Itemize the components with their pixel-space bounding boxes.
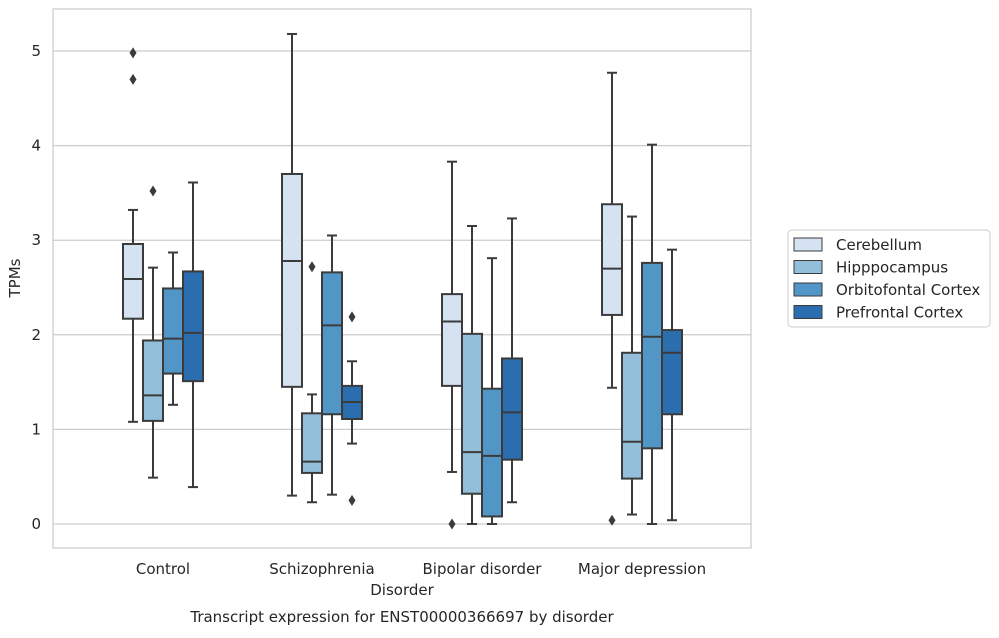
box-group: [281, 32, 303, 497]
y-tick-label: 3: [31, 231, 41, 249]
box-group: [321, 234, 343, 496]
box-iqr: [501, 357, 523, 461]
box-group: [621, 215, 643, 516]
y-tick-layer: 0 1 2 3 4 5: [31, 42, 41, 533]
y-tick-label: 1: [31, 420, 41, 438]
box-iqr: [441, 293, 463, 387]
box-iqr: [661, 329, 683, 416]
legend-swatch: [793, 282, 823, 297]
x-axis-label: Disorder: [370, 581, 434, 599]
outlier-point: [348, 311, 356, 323]
box-group: [301, 261, 323, 504]
legend-swatch: [793, 237, 823, 252]
box-iqr: [182, 270, 204, 383]
legend-swatch: [793, 305, 823, 319]
figure-caption: Transcript expression for ENST0000036669…: [189, 608, 614, 626]
outlier-point: [129, 47, 137, 59]
box-iqr: [601, 203, 623, 316]
y-axis-label: TPMs: [6, 258, 24, 298]
outlier-point: [608, 514, 616, 526]
box-layer: [122, 32, 683, 530]
x-tick-label: Bipolar disorder: [423, 560, 543, 578]
box-group: [142, 185, 164, 479]
box-iqr: [122, 242, 144, 320]
box-group: [182, 181, 204, 489]
box-iqr: [301, 412, 323, 474]
box-iqr: [162, 287, 184, 375]
box-iqr: [481, 387, 503, 518]
box-iqr: [281, 172, 303, 388]
outlier-point: [129, 73, 137, 85]
legend-swatch: [793, 260, 823, 274]
x-tick-label: Schizophrenia: [269, 560, 374, 578]
y-tick-label: 5: [31, 42, 41, 60]
box-group: [501, 217, 523, 504]
outlier-point: [448, 518, 456, 530]
box-iqr: [321, 271, 343, 416]
outlier-point: [348, 494, 356, 506]
x-tick-label: Major depression: [578, 560, 706, 578]
outlier-point: [149, 185, 157, 197]
y-tick-label: 4: [31, 137, 41, 155]
y-tick-label: 2: [31, 326, 41, 344]
legend-label: Orbitofontal Cortex: [836, 281, 980, 299]
box-group: [341, 311, 363, 506]
legend-items: Cerebellum Hipppocampus Orbitofontal Corte…: [793, 236, 980, 322]
legend-frame: [787, 229, 991, 328]
box-iqr: [142, 339, 164, 422]
box-group: [601, 71, 623, 526]
box-group: [122, 47, 144, 423]
y-tick-label: 0: [31, 515, 41, 533]
legend-label: Cerebellum: [836, 236, 922, 254]
legend-label: Prefrontal Cortex: [836, 304, 963, 322]
box-iqr: [461, 332, 483, 495]
outlier-point: [308, 261, 316, 273]
x-tick-label: Control: [136, 560, 190, 578]
box-iqr: [621, 351, 643, 480]
legend-label: Hipppocampus: [836, 259, 948, 277]
plot-frame: [52, 8, 752, 549]
x-tick-layer: Control Schizophrenia Bipolar disorder Majo…: [136, 560, 706, 578]
box-iqr: [641, 261, 663, 450]
box-group: [661, 248, 683, 522]
box-group: [441, 160, 463, 530]
legend: Cerebellum Hipppocampus Orbitofontal Corte…: [787, 229, 991, 328]
